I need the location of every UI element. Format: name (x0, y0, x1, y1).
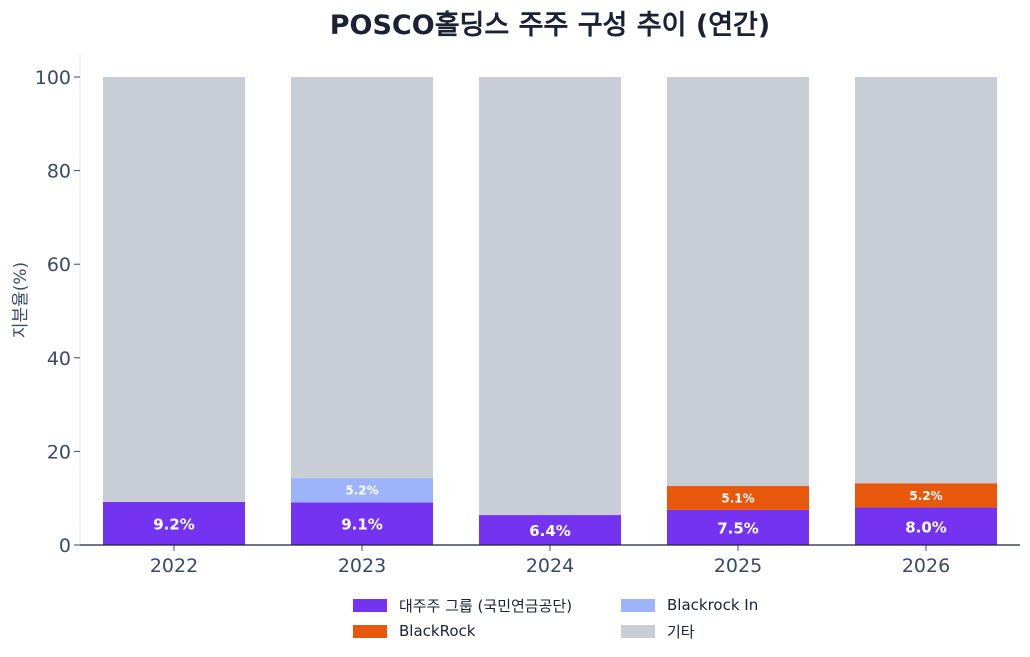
plot-area: 0 20 40 60 80 100 9.2% 2022 9.1% 5.2% 2023 6.4% 2024… (35, 53, 1020, 577)
legend-swatch (353, 624, 387, 638)
bar-segment (667, 77, 809, 487)
bar-segment (479, 77, 621, 516)
data-label: 9.2% (153, 515, 195, 533)
legend-item: Blackrock In (621, 595, 771, 615)
bar-segment (103, 77, 245, 502)
data-label: 8.0% (905, 518, 947, 536)
y-tick-label: 0 (59, 535, 71, 557)
legend-label: 대주주 그룹 (국민연금공단) (399, 596, 573, 615)
data-label: 6.4% (529, 522, 571, 540)
bar-segment (855, 507, 997, 545)
y-axis-label: 지분율(%) (11, 262, 31, 338)
y-tick-label: 100 (35, 67, 71, 89)
data-label: 5.2% (909, 489, 942, 503)
data-label: 7.5% (717, 519, 759, 537)
legend-label: BlackRock (399, 622, 476, 640)
y-tick-label: 20 (47, 441, 71, 463)
bar-segment (667, 509, 809, 545)
bar-segment (667, 486, 809, 510)
data-label: 5.1% (721, 491, 754, 505)
bar-segment (291, 77, 433, 479)
legend-item: BlackRock (353, 621, 621, 641)
x-tick-label: 2023 (338, 555, 386, 577)
legend-item: 기타 (621, 621, 771, 641)
legend-label: Blackrock In (667, 596, 759, 614)
y-tick-label: 80 (47, 161, 71, 183)
legend-swatch (621, 624, 655, 638)
data-label: 5.2% (345, 484, 378, 498)
legend-swatch (621, 598, 655, 612)
bar-segment (479, 515, 621, 545)
chart-legend: 대주주 그룹 (국민연금공단) Blackrock In BlackRock 기타 (353, 595, 773, 641)
x-tick-label: 2025 (714, 555, 762, 577)
x-tick-label: 2022 (150, 555, 198, 577)
bar-segment (291, 502, 433, 545)
data-label: 9.1% (341, 516, 383, 534)
bar-segment (291, 478, 433, 503)
legend-swatch (353, 598, 387, 612)
legend-label: 기타 (667, 622, 695, 641)
y-tick-label: 40 (47, 348, 71, 370)
legend-item: 대주주 그룹 (국민연금공단) (353, 595, 621, 615)
bar-segment (103, 501, 245, 545)
bar-segment (855, 483, 997, 508)
bar-segment (855, 77, 997, 484)
chart-title: POSCO홀딩스 주주 구성 추이 (연간) (330, 10, 770, 41)
x-tick-label: 2026 (902, 555, 950, 577)
y-tick-label: 60 (47, 254, 71, 276)
x-tick-label: 2024 (526, 555, 574, 577)
